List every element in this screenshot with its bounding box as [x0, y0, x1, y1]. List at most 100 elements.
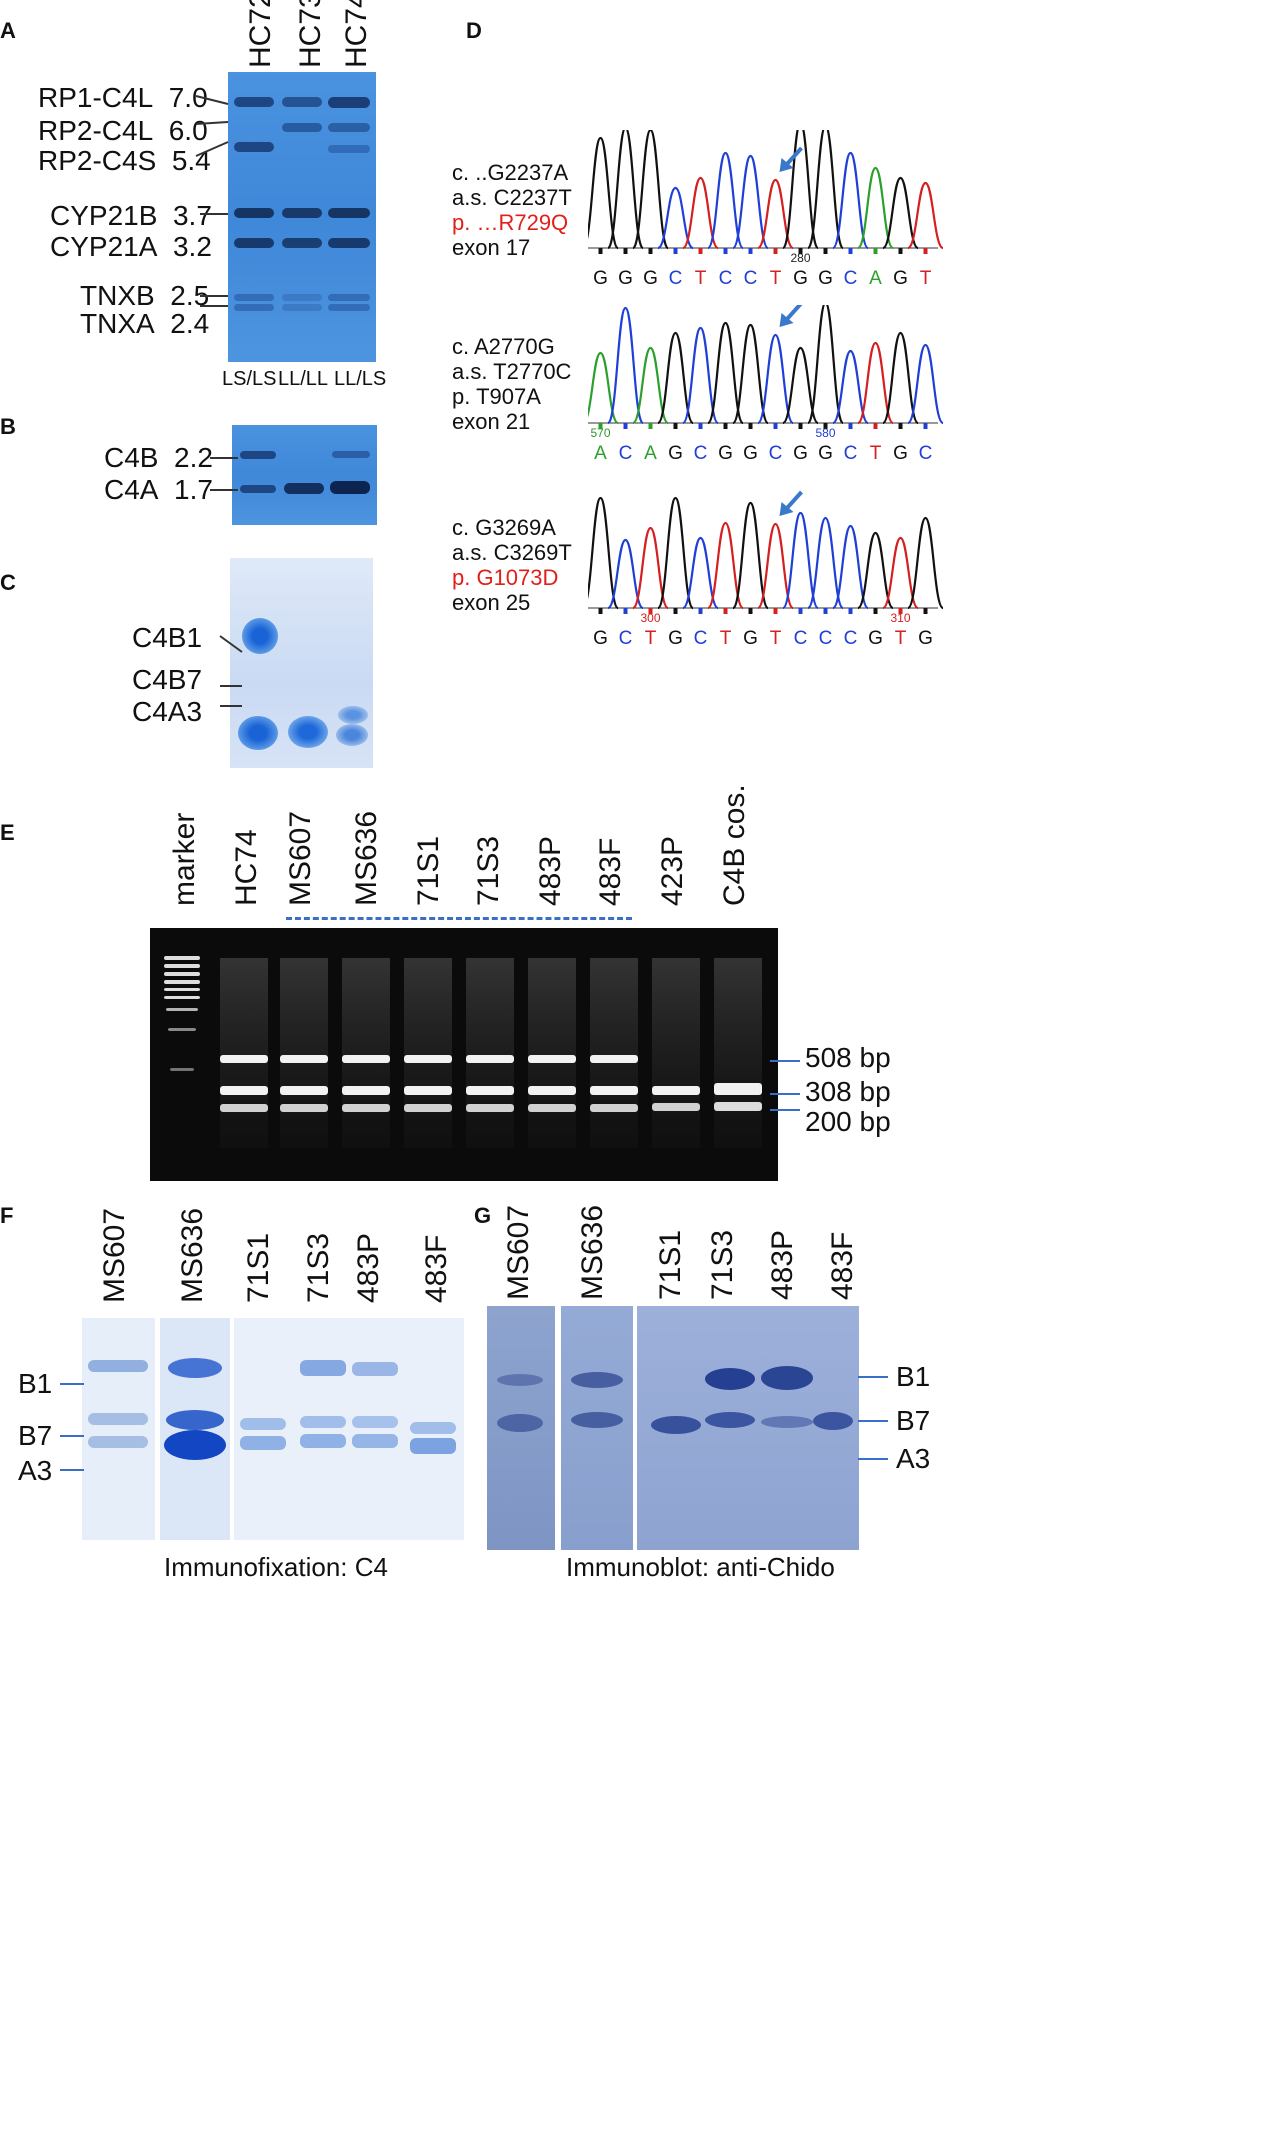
- band-cyp21a-lane2: [282, 238, 322, 248]
- base-call-C: C: [744, 268, 758, 289]
- caption-f: Immunofixation: C4: [164, 1552, 388, 1582]
- trace-peak-G: [906, 516, 945, 610]
- base-tick: [848, 248, 853, 254]
- label-rp1-c4l: RP1-C4L 7.0: [38, 82, 208, 114]
- lane-label-ms636-g: MS636: [576, 1204, 609, 1300]
- trace-peak-G: [731, 323, 770, 425]
- base-call-G: G: [818, 443, 833, 464]
- base-call-T: T: [870, 443, 882, 464]
- base-call-G: G: [643, 268, 658, 289]
- base-call-G: G: [743, 443, 758, 464]
- trace-peak-C: [656, 186, 695, 250]
- base-tick: [598, 248, 603, 254]
- base-call-C: C: [844, 268, 858, 289]
- trace-peak-G: [881, 331, 920, 425]
- trace3-protein: p. G1073D: [452, 565, 559, 590]
- base-tick: [823, 423, 828, 429]
- trace-peak-G: [731, 501, 770, 610]
- band-b1: [300, 1360, 346, 1376]
- caption-g: Immunoblot: anti-Chido: [566, 1552, 835, 1582]
- base-call-A: A: [869, 268, 882, 289]
- trace-peak-G: [588, 136, 620, 250]
- base-call-C: C: [769, 443, 783, 464]
- trace-peak-C: [731, 154, 770, 250]
- base-tick: [648, 608, 653, 614]
- band-cyp21b-lane1: [234, 208, 274, 218]
- base-call-C: C: [819, 628, 833, 649]
- trace-peak-T: [881, 536, 920, 610]
- base-tick: [898, 423, 903, 429]
- sequence-position: 300: [640, 611, 660, 625]
- lane-label-marker: marker: [168, 812, 201, 906]
- band-name: TNXA: [80, 308, 155, 339]
- size-308: 308 bp: [805, 1076, 891, 1107]
- base-tick: [898, 608, 903, 614]
- base-tick: [923, 423, 928, 429]
- trace-peak-C: [831, 349, 870, 425]
- patient-group-bracket: [286, 917, 632, 920]
- trace-peak-C: [831, 524, 870, 610]
- band-cyp21a-lane3: [328, 238, 370, 248]
- label-rp2-c4s: RP2-C4S 5.4: [38, 145, 211, 177]
- band-rp2s-lane3: [328, 145, 370, 153]
- base-call-G: G: [918, 628, 933, 649]
- blot-g-strip1: [487, 1306, 555, 1550]
- band-b7: [410, 1422, 456, 1434]
- base-tick: [848, 608, 853, 614]
- trace-peak-C: [606, 306, 645, 425]
- base-call-C: C: [694, 628, 708, 649]
- base-tick: [798, 423, 803, 429]
- trace-peak-C: [681, 536, 720, 610]
- blot-g-strip3: [637, 1306, 859, 1550]
- panel-e-letter: E: [0, 820, 15, 845]
- lane-label-71s1-f: 71S1: [242, 1232, 275, 1303]
- label-f-b7: B7: [18, 1420, 53, 1451]
- base-call-C: C: [669, 268, 683, 289]
- band-b7: [240, 1418, 286, 1430]
- band-c4b1-lane1: [242, 618, 278, 654]
- trace2-annotation: c. A2770G a.s. T2770C p. T907A exon 21: [452, 334, 571, 434]
- lane-label-483f-e: 483F: [594, 837, 627, 906]
- base-tick: [798, 608, 803, 614]
- base-tick: [623, 608, 628, 614]
- leader-c4a: [210, 489, 238, 491]
- base-call-G: G: [668, 628, 683, 649]
- lane-label-483p-e: 483P: [534, 835, 567, 906]
- base-tick: [698, 608, 703, 614]
- base-call-G: G: [818, 268, 833, 289]
- mutation-arrow-icon: [779, 490, 803, 516]
- base-tick: [673, 608, 678, 614]
- lane-label-ms636-e: MS636: [350, 810, 383, 906]
- panel-g-letter: G: [474, 1203, 492, 1228]
- genotype-hc72: LS/LS: [222, 368, 277, 390]
- trace-peak-T: [756, 522, 795, 610]
- base-tick: [773, 423, 778, 429]
- lane-label-423p-e: 423P: [656, 835, 689, 906]
- band-name: CYP21A: [50, 231, 158, 262]
- trace-peak-G: [806, 305, 845, 425]
- base-tick: [873, 248, 878, 254]
- band-c4b-lane3: [332, 451, 370, 458]
- base-call-C: C: [844, 443, 858, 464]
- band-b7: [352, 1416, 398, 1428]
- band-b7: [300, 1416, 346, 1428]
- trace-peak-C: [681, 326, 720, 425]
- label-tnxa: TNXA 2.4: [80, 308, 209, 340]
- label-cyp21a: CYP21A 3.2: [50, 231, 212, 263]
- band-tnxb-lane2: [282, 294, 322, 301]
- band-size: 2.4: [170, 308, 210, 339]
- trace-peak-G: [606, 130, 645, 250]
- base-call-A: A: [594, 443, 607, 464]
- gel-f-strip3: [234, 1318, 464, 1540]
- band-c4a3-lane3: [336, 724, 368, 746]
- trace-peak-C: [756, 333, 795, 425]
- base-tick: [773, 608, 778, 614]
- lane-label-71s1-e: 71S1: [412, 835, 445, 906]
- trace-peak-C: [806, 516, 845, 610]
- lane-label-hc72: HC72: [244, 0, 277, 68]
- band-b1: [497, 1374, 543, 1386]
- band-name: C4A: [104, 474, 159, 505]
- trace-peak-A: [588, 351, 620, 425]
- sequence-position: 280: [790, 251, 810, 265]
- leader-g-a3: [858, 1458, 888, 1460]
